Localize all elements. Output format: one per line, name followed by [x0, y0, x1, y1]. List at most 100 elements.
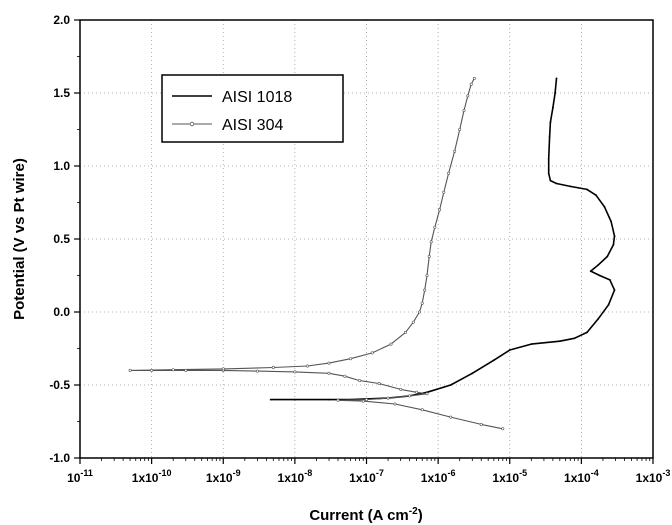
data-point-aisi-1018 — [548, 135, 551, 138]
data-point-aisi-304 — [255, 369, 259, 373]
data-point-aisi-304 — [370, 351, 374, 355]
x-tick-label: 10-11 — [67, 468, 93, 485]
legend: AISI 1018 AISI 304 — [161, 74, 344, 143]
data-point-aisi-1018 — [595, 194, 597, 197]
x-tick-exp: -7 — [376, 468, 384, 478]
data-point-aisi-304 — [327, 361, 331, 365]
axis-ticks — [74, 19, 654, 464]
series-line-aisi-1018 — [270, 78, 616, 401]
data-point-aisi-304 — [420, 408, 424, 412]
y-tick-label: 0.0 — [53, 305, 70, 319]
data-point-aisi-304 — [408, 394, 412, 398]
x-tick-exp: -10 — [158, 468, 171, 478]
data-point-aisi-304 — [420, 301, 424, 305]
data-point-aisi-304 — [377, 381, 381, 385]
x-tick-base: 1x10 — [132, 471, 159, 485]
data-point-aisi-304 — [128, 368, 132, 372]
data-point-aisi-1018 — [569, 185, 572, 188]
data-point-aisi-304 — [479, 422, 483, 426]
data-point-aisi-1018 — [555, 77, 558, 80]
data-point-aisi-304 — [343, 374, 347, 378]
legend-label-aisi-1018: AISI 1018 — [222, 89, 292, 106]
data-point-aisi-304 — [399, 387, 403, 391]
x-tick-exp: -9 — [233, 468, 241, 478]
x-tick-base: 1x10 — [278, 471, 305, 485]
data-point-aisi-304 — [438, 208, 442, 212]
x-tick-label: 1x10-5 — [492, 468, 527, 485]
data-point-aisi-1018 — [549, 121, 552, 124]
data-point-aisi-304 — [361, 399, 365, 403]
data-point-aisi-304 — [327, 371, 331, 375]
data-point-aisi-1018 — [610, 220, 612, 223]
data-point-aisi-304 — [442, 190, 446, 194]
y-tick-labels: -1.0 -0.5 0.0 0.5 1.0 1.5 2.0 — [49, 13, 70, 465]
y-tick-label: 1.0 — [53, 159, 70, 173]
data-point-aisi-304 — [411, 320, 415, 324]
x-tick-labels: 10-11 1x10-10 1x10-9 1x10-8 1x10-7 1x10-6 1x10… — [67, 468, 670, 485]
data-point-aisi-304 — [393, 402, 397, 406]
data-point-aisi-304 — [293, 370, 297, 374]
data-point-aisi-1018 — [586, 188, 588, 191]
data-point-aisi-1018 — [555, 182, 558, 185]
data-point-aisi-1018 — [558, 340, 561, 343]
x-axis-title-main: Current (A cm — [309, 507, 408, 524]
data-point-aisi-304 — [458, 128, 462, 132]
legend-marker-aisi-304 — [189, 121, 195, 127]
data-point-aisi-1018 — [554, 92, 556, 94]
x-tick-label: 1x10-8 — [278, 468, 313, 485]
x-tick-label: 1x10-3 — [636, 468, 671, 485]
data-point-aisi-304 — [433, 225, 437, 229]
data-point-aisi-304 — [449, 415, 453, 419]
data-point-aisi-304 — [472, 76, 476, 80]
data-point-aisi-304 — [425, 392, 429, 396]
data-point-aisi-1018 — [613, 235, 616, 238]
series-layer — [128, 76, 616, 431]
x-tick-base: 1x10 — [564, 471, 591, 485]
x-tick-exp: -8 — [304, 468, 312, 478]
x-tick-base: 1x10 — [421, 471, 448, 485]
x-tick-label: 1x10-7 — [349, 468, 384, 485]
data-point-aisi-304 — [171, 368, 175, 372]
legend-box — [161, 74, 344, 143]
data-point-aisi-1018 — [547, 157, 550, 160]
x-tick-exp: -6 — [447, 468, 455, 478]
data-point-aisi-304 — [184, 368, 188, 372]
x-tick-exp: -5 — [519, 468, 527, 478]
data-point-aisi-304 — [469, 82, 473, 86]
data-point-aisi-304 — [425, 273, 429, 277]
x-tick-base: 1x10 — [492, 471, 519, 485]
data-point-aisi-304 — [429, 240, 433, 244]
data-point-aisi-304 — [349, 357, 353, 361]
data-point-aisi-304 — [466, 94, 470, 98]
data-point-aisi-1018 — [449, 384, 452, 386]
data-point-aisi-304 — [462, 109, 466, 113]
data-point-aisi-1018 — [598, 274, 601, 277]
x-axis-title-end: ) — [418, 507, 423, 524]
data-point-aisi-1018 — [589, 270, 592, 272]
data-point-aisi-1018 — [294, 398, 296, 401]
data-point-aisi-1018 — [607, 303, 610, 306]
x-axis-title-sup: -2 — [409, 506, 418, 517]
x-tick-exp: -4 — [591, 468, 599, 478]
x-tick-exp: -11 — [80, 468, 93, 478]
x-tick-label: 1x10-10 — [132, 468, 172, 485]
x-tick-base: 10 — [67, 471, 81, 485]
y-tick-label: -1.0 — [49, 451, 70, 465]
data-point-aisi-1018 — [597, 318, 599, 321]
x-tick-base: 1x10 — [206, 471, 233, 485]
data-point-aisi-1018 — [471, 372, 474, 375]
y-tick-label: 0.5 — [53, 232, 70, 246]
data-point-aisi-1018 — [597, 264, 599, 267]
data-point-aisi-304 — [501, 427, 505, 431]
y-tick-label: 1.5 — [53, 86, 70, 100]
data-point-aisi-1018 — [493, 359, 495, 362]
x-axis-title: Current (A cm-2) — [309, 506, 422, 524]
data-point-aisi-1018 — [573, 337, 576, 340]
y-tick-label: 2.0 — [53, 13, 70, 27]
data-point-aisi-304 — [386, 396, 390, 400]
data-point-aisi-304 — [453, 149, 457, 153]
data-point-aisi-1018 — [269, 398, 272, 401]
data-point-aisi-1018 — [606, 255, 609, 258]
data-point-aisi-304 — [389, 342, 393, 346]
